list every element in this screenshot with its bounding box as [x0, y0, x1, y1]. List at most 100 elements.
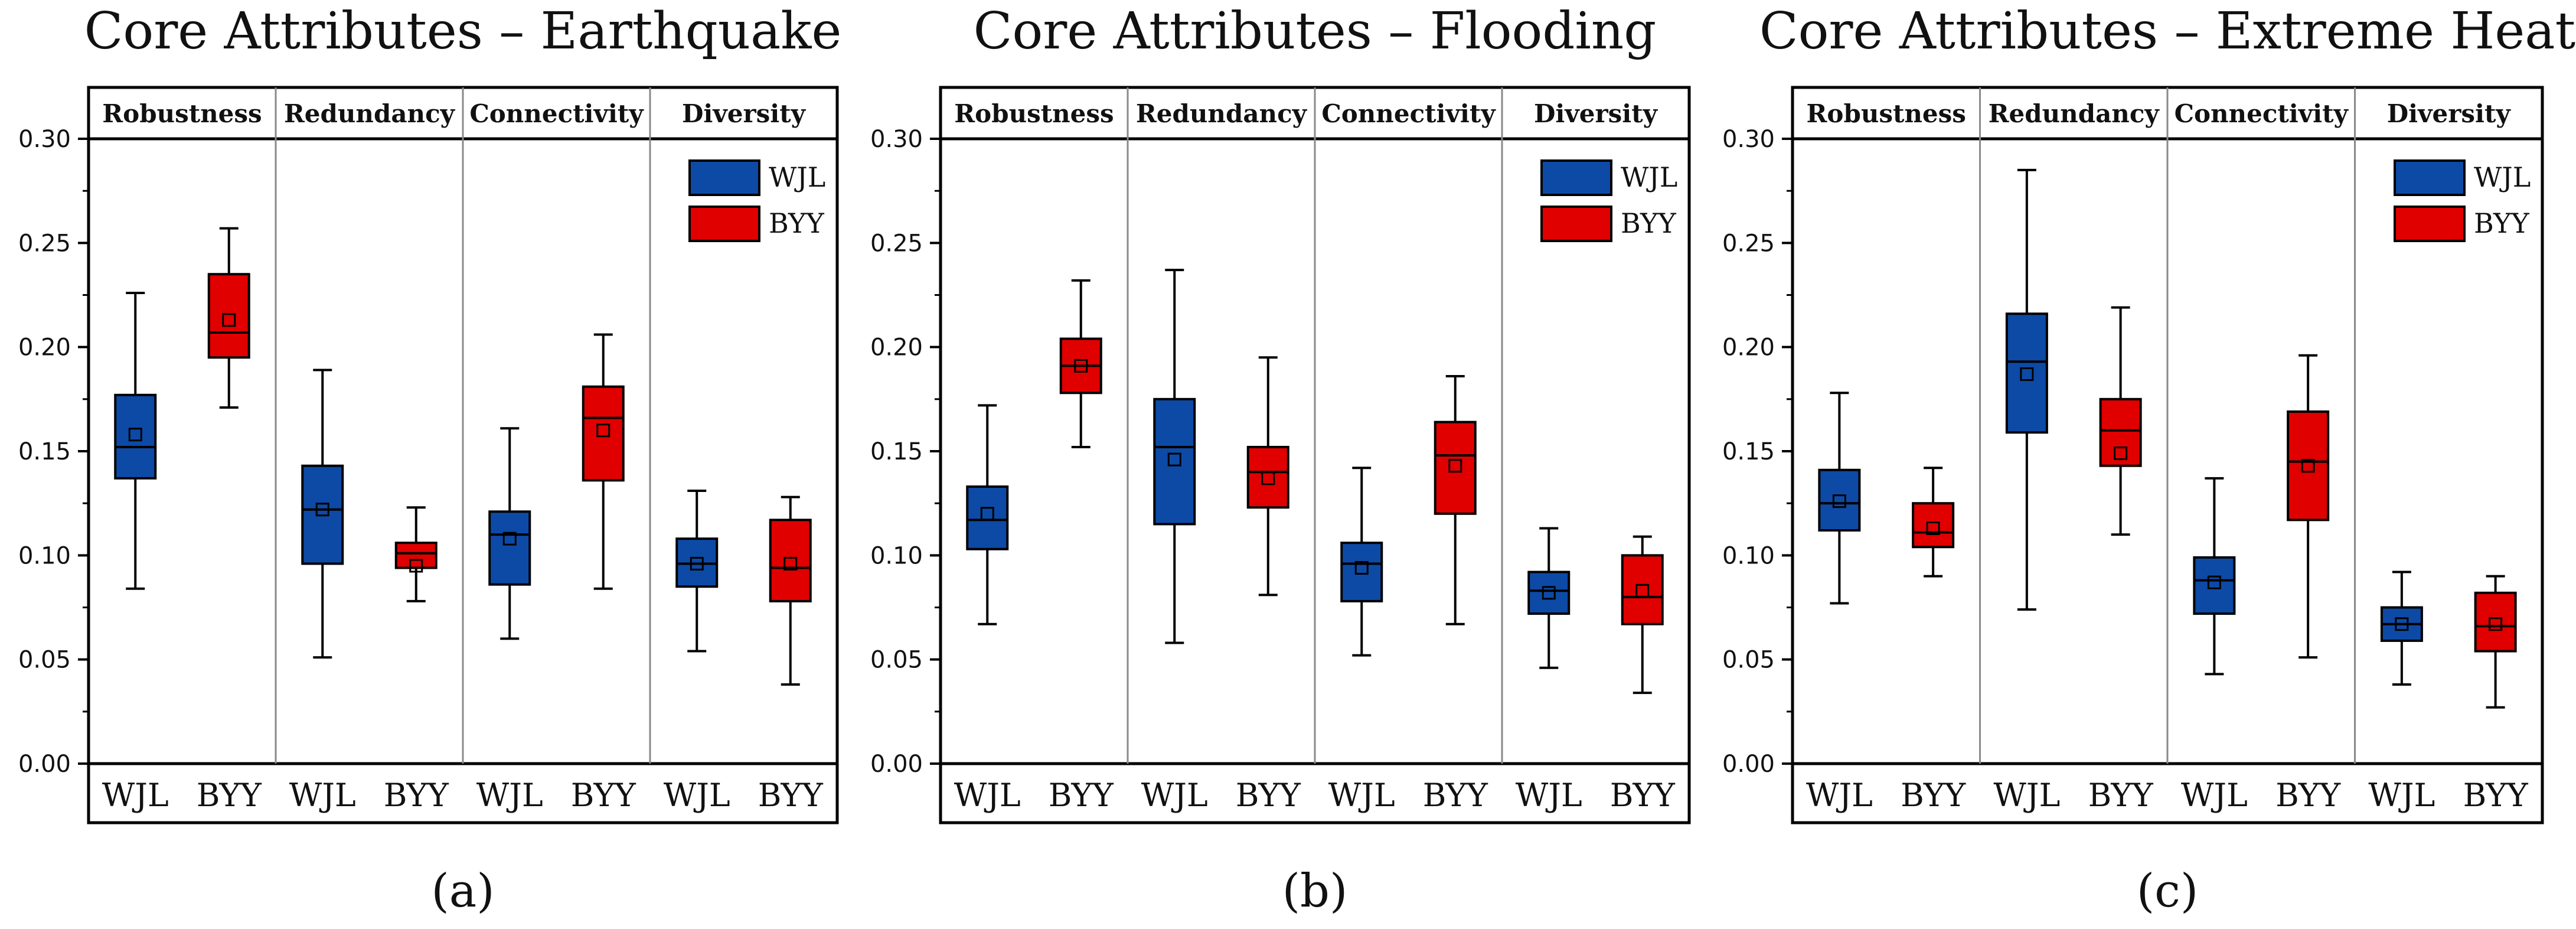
box-mean-marker	[783, 556, 798, 571]
box-connectivity-wjl	[1340, 467, 1383, 657]
box-diversity-wjl	[2380, 571, 2423, 686]
category-label-wjl: WJL	[1141, 777, 1208, 814]
box-iqr	[769, 519, 812, 602]
group-label-robustness: Robustness	[102, 99, 262, 128]
category-label-wjl: WJL	[289, 777, 356, 814]
box-robustness-byy	[1912, 467, 1955, 578]
category-label-wjl: WJL	[2181, 777, 2248, 814]
y-tick-label: 0.20	[1722, 334, 1775, 361]
box-iqr	[2193, 556, 2236, 615]
box-connectivity-byy	[582, 333, 625, 590]
box-mean-marker	[2020, 367, 2034, 382]
box-iqr	[1818, 468, 1861, 532]
y-tick-label: 0.10	[18, 542, 71, 569]
y-tick-label: 0.10	[870, 542, 923, 569]
box-robustness-byy	[1059, 279, 1102, 448]
y-tick-label: 0.25	[1722, 230, 1775, 257]
box-mean-marker	[2114, 446, 2128, 461]
y-tick-label: 0.00	[18, 751, 71, 778]
box-mean-marker	[1167, 452, 1181, 467]
box-iqr	[394, 542, 438, 569]
y-tick-label: 0.20	[18, 334, 71, 361]
y-tick-label: 0.20	[870, 334, 923, 361]
legend-swatch-byy	[1540, 206, 1612, 242]
box-diversity-byy	[769, 496, 812, 686]
legend-label-wjl: WJL	[769, 161, 825, 193]
box-mean-marker	[1261, 471, 1275, 485]
y-tick-label: 0.25	[18, 230, 71, 257]
category-label-byy: BYY	[1049, 777, 1114, 814]
box-mean-marker	[2489, 617, 2503, 631]
category-label-wjl: WJL	[954, 777, 1021, 814]
group-label-diversity: Diversity	[1534, 99, 1658, 128]
group-label-redundancy: Redundancy	[284, 99, 456, 128]
y-tick-label: 0.05	[870, 647, 923, 674]
category-label-wjl: WJL	[1993, 777, 2060, 814]
box-iqr	[582, 385, 625, 482]
chart-title: Core Attributes – Earthquake	[84, 2, 842, 61]
category-label-byy: BYY	[2088, 777, 2154, 814]
box-mean-marker	[128, 428, 142, 442]
box-mean-marker	[690, 556, 704, 571]
legend: WJL BYY	[1540, 159, 1677, 242]
box-mean-marker	[1074, 358, 1088, 373]
box-mean-marker	[596, 423, 610, 438]
category-label-wjl: WJL	[664, 777, 730, 814]
box-redundancy-wjl	[2005, 168, 2048, 611]
box-iqr	[966, 485, 1009, 550]
category-label-byy: BYY	[1236, 777, 1301, 814]
box-iqr	[2287, 410, 2330, 521]
box-mean-marker	[980, 507, 994, 521]
box-diversity-byy	[1621, 535, 1664, 695]
group-label-connectivity: Connectivity	[469, 99, 644, 128]
category-label-wjl: WJL	[476, 777, 543, 814]
box-connectivity-wjl	[488, 427, 531, 640]
y-tick-label: 0.30	[870, 126, 923, 153]
box-iqr	[1912, 502, 1955, 549]
group-label-redundancy: Redundancy	[1136, 99, 1308, 128]
box-iqr	[1246, 445, 1289, 509]
legend-swatch-byy	[688, 206, 760, 242]
category-label-byy: BYY	[197, 777, 262, 814]
y-tick-label: 0.00	[1722, 751, 1775, 778]
legend-swatch-wjl	[1540, 159, 1612, 196]
group-label-diversity: Diversity	[682, 99, 807, 128]
legend: WJL BYY	[2394, 159, 2531, 242]
chart-title: Core Attributes – Extreme Heat	[1759, 2, 2575, 61]
category-label-byy: BYY	[758, 777, 824, 814]
y-tick-label: 0.15	[1722, 438, 1775, 465]
y-tick-label: 0.30	[18, 126, 71, 153]
box-redundancy-wjl	[301, 369, 344, 659]
box-robustness-wjl	[966, 404, 1009, 625]
group-label-redundancy: Redundancy	[1989, 99, 2160, 128]
group-label-robustness: Robustness	[1807, 99, 1966, 128]
y-tick-label: 0.25	[870, 230, 923, 257]
box-diversity-byy	[2474, 575, 2517, 709]
legend-label-byy: BYY	[2474, 207, 2529, 239]
box-iqr	[2099, 397, 2142, 467]
box-iqr	[114, 393, 157, 480]
category-label-byy: BYY	[1610, 777, 1676, 814]
box-robustness-byy	[207, 227, 250, 409]
box-diversity-wjl	[1527, 527, 1571, 669]
box-connectivity-byy	[2287, 354, 2330, 659]
box-iqr	[2474, 591, 2517, 653]
legend-swatch-wjl	[2394, 159, 2466, 196]
box-mean-marker	[1542, 586, 1556, 600]
box-mean-marker	[315, 503, 329, 517]
box-mean-marker	[502, 532, 517, 546]
y-tick-label: 0.05	[18, 647, 71, 674]
box-mean-marker	[1448, 459, 1462, 473]
box-redundancy-wjl	[1153, 269, 1196, 644]
chart-panel-3: Core Attributes – Extreme Heat Robustness…	[1722, 2, 2575, 918]
category-label-byy: BYY	[1901, 777, 1966, 814]
panel-label: (a)	[431, 865, 494, 918]
box-mean-marker	[409, 559, 423, 573]
box-mean-marker	[1354, 560, 1369, 575]
legend-label-wjl: WJL	[1621, 161, 1677, 193]
panel-label: (c)	[2137, 865, 2199, 918]
legend: WJL BYY	[688, 159, 825, 242]
box-iqr	[207, 273, 250, 359]
chart-title: Core Attributes – Flooding	[974, 2, 1657, 61]
